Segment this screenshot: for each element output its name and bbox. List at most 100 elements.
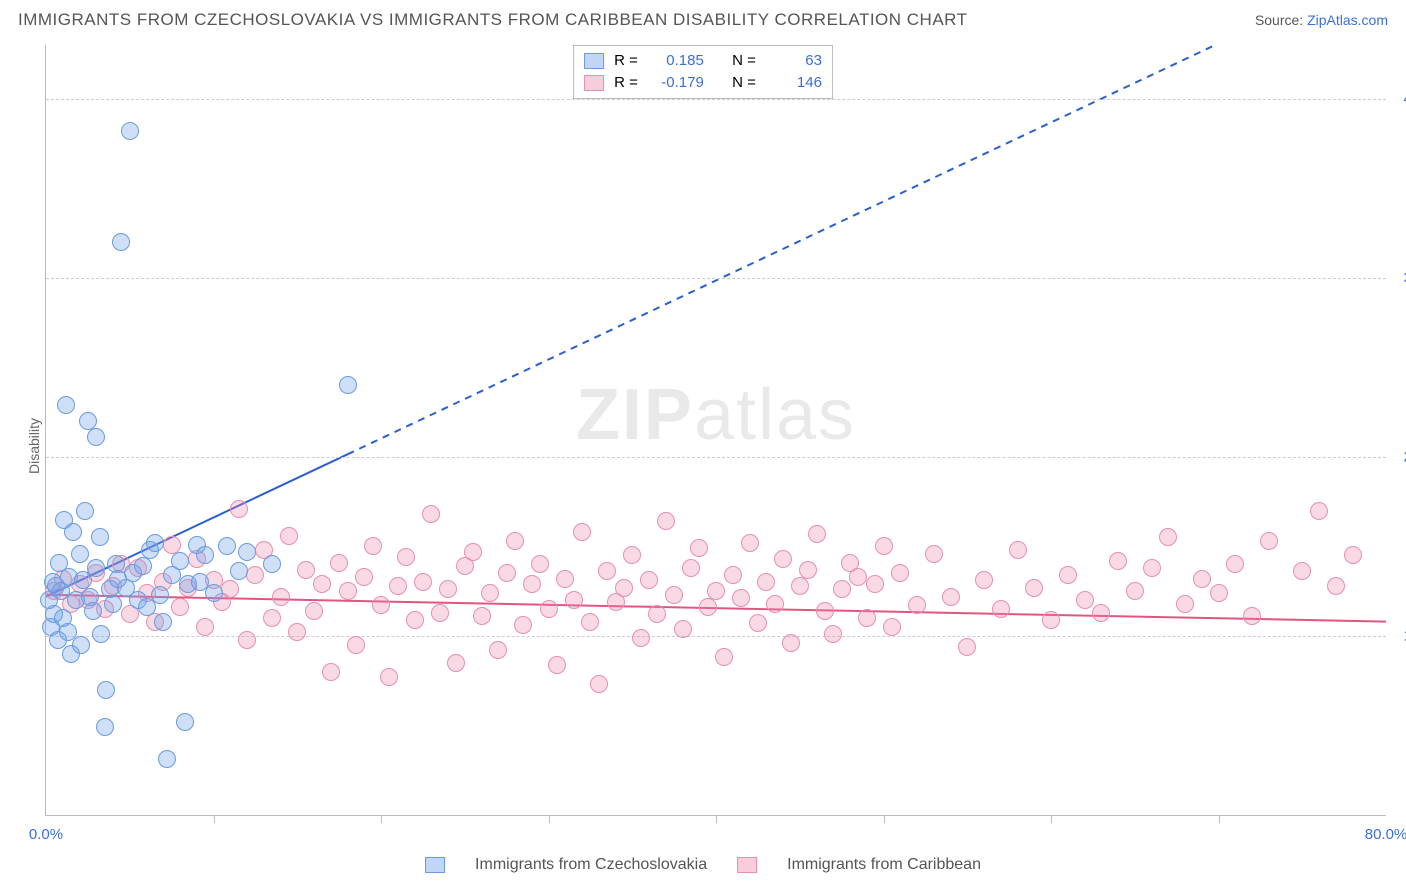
data-point <box>313 575 331 593</box>
data-point <box>1143 559 1161 577</box>
data-point <box>57 396 75 414</box>
x-minor-tick <box>549 815 550 823</box>
data-point <box>112 233 130 251</box>
data-point <box>473 607 491 625</box>
data-point <box>615 579 633 597</box>
x-minor-tick <box>716 815 717 823</box>
swatch-a-icon <box>584 53 604 69</box>
data-point <box>799 561 817 579</box>
data-point <box>322 663 340 681</box>
data-point <box>422 505 440 523</box>
data-point <box>339 376 357 394</box>
data-point <box>808 525 826 543</box>
data-point <box>380 668 398 686</box>
data-point <box>218 537 236 555</box>
data-point <box>1193 570 1211 588</box>
data-point <box>707 582 725 600</box>
data-point <box>355 568 373 586</box>
data-point <box>347 636 365 654</box>
data-point <box>97 681 115 699</box>
data-point <box>757 573 775 591</box>
data-point <box>158 750 176 768</box>
chart-title: IMMIGRANTS FROM CZECHOSLOVAKIA VS IMMIGR… <box>18 10 968 30</box>
data-point <box>263 609 281 627</box>
data-point <box>732 589 750 607</box>
data-point <box>1092 604 1110 622</box>
data-point <box>657 512 675 530</box>
data-point <box>1059 566 1077 584</box>
data-point <box>724 566 742 584</box>
data-point <box>330 554 348 572</box>
data-point <box>146 534 164 552</box>
data-point <box>71 545 89 563</box>
data-point <box>632 629 650 647</box>
data-point <box>548 656 566 674</box>
data-point <box>791 577 809 595</box>
data-point <box>849 568 867 586</box>
data-point <box>891 564 909 582</box>
data-point <box>1210 584 1228 602</box>
data-point <box>766 595 784 613</box>
data-point <box>1025 579 1043 597</box>
gridline <box>46 278 1386 279</box>
data-point <box>84 602 102 620</box>
data-point <box>91 528 109 546</box>
watermark: ZIPatlas <box>576 374 856 456</box>
data-point <box>87 428 105 446</box>
data-point <box>816 602 834 620</box>
data-point <box>389 577 407 595</box>
data-point <box>581 613 599 631</box>
x-tick-label: 0.0% <box>29 826 63 843</box>
data-point <box>883 618 901 636</box>
data-point <box>96 718 114 736</box>
data-point <box>556 570 574 588</box>
data-point <box>171 552 189 570</box>
data-point <box>397 548 415 566</box>
data-point <box>171 598 189 616</box>
data-point <box>833 580 851 598</box>
data-point <box>176 713 194 731</box>
y-axis-label: Disability <box>26 418 42 474</box>
data-point <box>221 580 239 598</box>
data-point <box>339 582 357 600</box>
data-point <box>674 620 692 638</box>
data-point <box>866 575 884 593</box>
data-point <box>908 596 926 614</box>
data-point <box>134 557 152 575</box>
data-point <box>230 500 248 518</box>
data-point <box>699 598 717 616</box>
data-point <box>623 546 641 564</box>
data-point <box>489 641 507 659</box>
x-minor-tick <box>214 815 215 823</box>
data-point <box>439 580 457 598</box>
x-minor-tick <box>1219 815 1220 823</box>
data-point <box>858 609 876 627</box>
chart-plot-area: ZIPatlas 10.0%20.0%30.0%40.0%0.0%80.0% <box>45 45 1386 816</box>
data-point <box>230 562 248 580</box>
data-point <box>648 605 666 623</box>
data-point <box>824 625 842 643</box>
data-point <box>590 675 608 693</box>
data-point <box>87 559 105 577</box>
data-point <box>682 559 700 577</box>
data-point <box>715 648 733 666</box>
data-point <box>151 586 169 604</box>
source-link[interactable]: ZipAtlas.com <box>1307 12 1388 28</box>
data-point <box>263 555 281 573</box>
legend-label-b: Immigrants from Caribbean <box>787 856 981 874</box>
data-point <box>238 631 256 649</box>
data-point <box>288 623 306 641</box>
data-point <box>498 564 516 582</box>
data-point <box>205 584 223 602</box>
data-point <box>875 537 893 555</box>
data-point <box>665 586 683 604</box>
data-point <box>506 532 524 550</box>
data-point <box>598 562 616 580</box>
data-point <box>481 584 499 602</box>
data-point <box>92 625 110 643</box>
data-point <box>925 545 943 563</box>
data-point <box>406 611 424 629</box>
data-point <box>992 600 1010 618</box>
source-attribution: Source: ZipAtlas.com <box>1255 12 1388 28</box>
data-point <box>414 573 432 591</box>
